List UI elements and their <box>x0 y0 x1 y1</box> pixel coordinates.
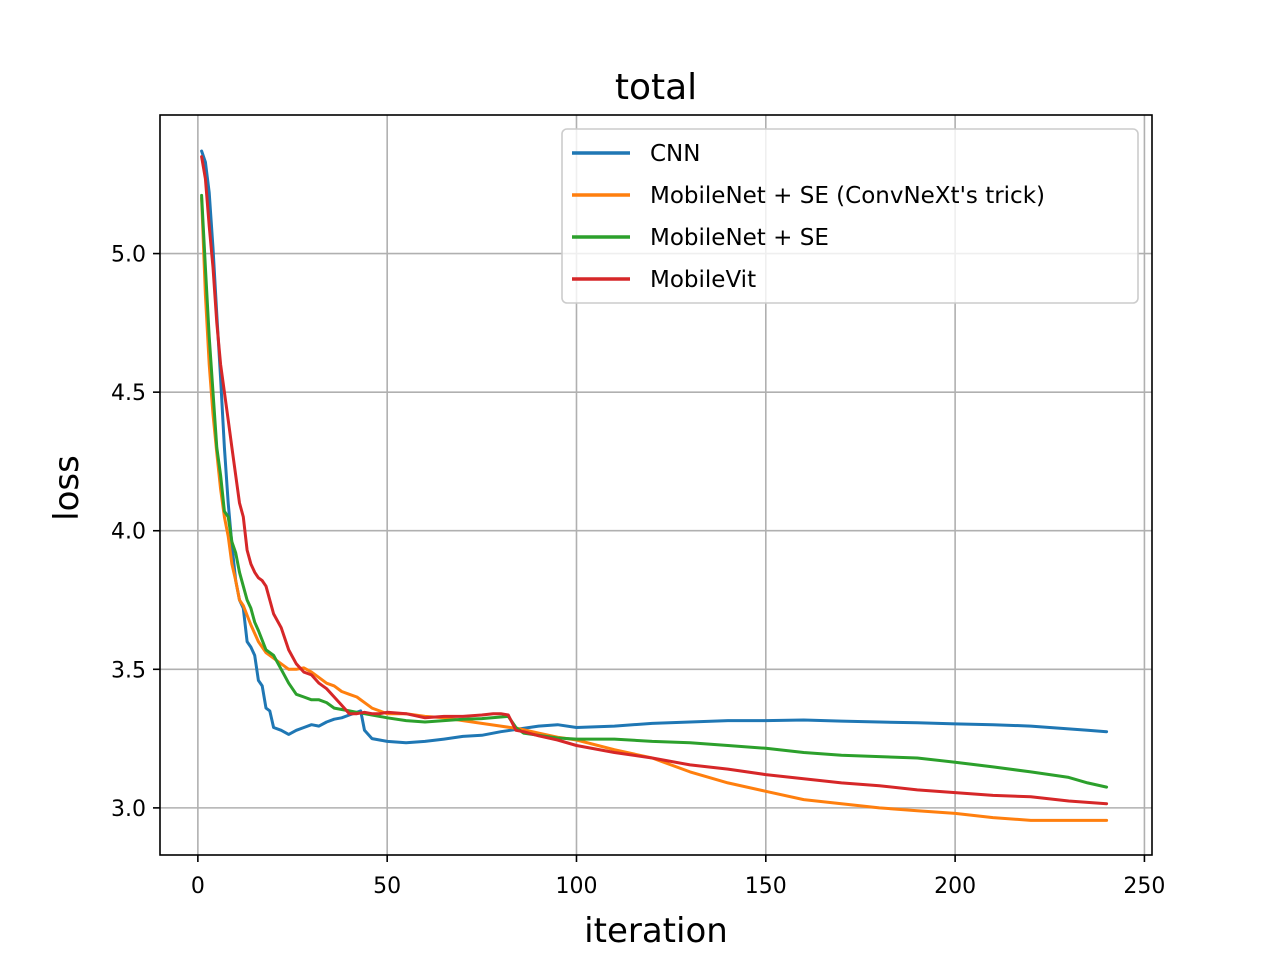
x-tick-label: 50 <box>373 874 401 899</box>
x-tick-label: 0 <box>191 874 205 899</box>
y-tick-label: 4.0 <box>111 520 146 545</box>
x-axis-label: iteration <box>584 911 728 951</box>
legend-label-2: MobileNet + SE <box>650 225 829 251</box>
series-lines <box>200 149 1109 822</box>
series-line-1 <box>200 196 1109 822</box>
y-tick-label: 3.5 <box>111 658 146 683</box>
x-tick-label: 150 <box>745 874 787 899</box>
x-tick-label: 250 <box>1123 874 1165 899</box>
plot-frame <box>159 114 1153 856</box>
legend: CNN MobileNet + SE (ConvNeXt's trick) Mobi… <box>561 128 1139 304</box>
chart-title: total <box>615 67 697 108</box>
legend-label-1: MobileNet + SE (ConvNeXt's trick) <box>650 183 1045 209</box>
axis-ticks: 0 50 100 150 200 250 3.0 3.5 4.0 4.5 5.0 <box>111 243 1165 899</box>
legend-label-0: CNN <box>650 141 700 167</box>
legend-label-3: MobileVit <box>650 267 756 293</box>
legend-box <box>561 128 1139 304</box>
y-axis-label: loss <box>47 455 87 521</box>
series-line-3 <box>200 155 1109 806</box>
y-tick-label: 5.0 <box>111 243 146 268</box>
x-tick-label: 200 <box>934 874 976 899</box>
x-tick-label: 100 <box>555 874 597 899</box>
y-tick-label: 3.0 <box>111 797 146 822</box>
y-tick-label: 4.5 <box>111 381 146 406</box>
